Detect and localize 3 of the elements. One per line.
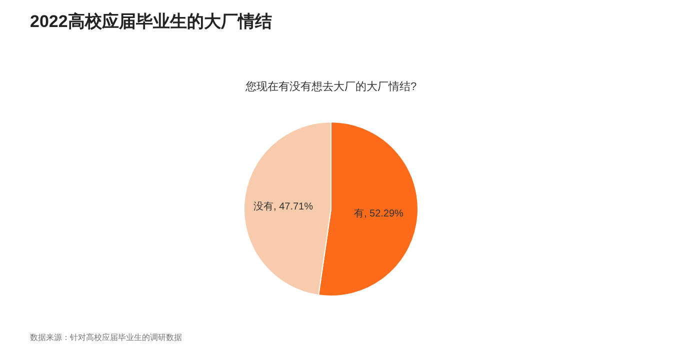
title: 2022高校应届毕业生的大厂情结 [30,12,272,31]
annotation: 数据来源：针对高校应届毕业生的调研数据 [30,333,182,342]
subtitle: 您现在有没有想去大厂的大厂情结? [245,81,417,93]
